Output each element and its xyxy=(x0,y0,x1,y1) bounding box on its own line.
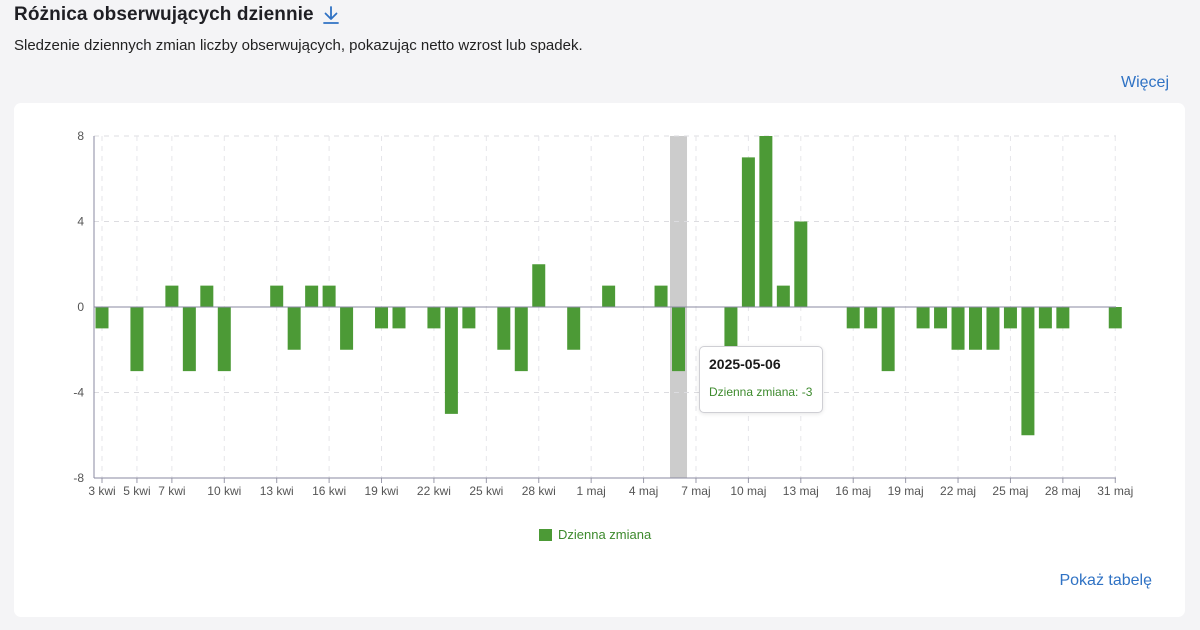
bar xyxy=(602,285,616,307)
bar xyxy=(462,307,476,329)
bar xyxy=(305,285,319,307)
bar xyxy=(444,307,458,414)
bar xyxy=(1021,307,1035,436)
bar xyxy=(724,307,738,350)
x-tick-label: 19 maj xyxy=(888,484,924,498)
bar xyxy=(270,285,284,307)
bar xyxy=(672,307,686,372)
x-tick-label: 10 maj xyxy=(730,484,766,498)
bar xyxy=(165,285,179,307)
bar xyxy=(427,307,441,329)
page-title: Różnica obserwujących dziennie xyxy=(14,4,314,25)
x-tick-label: 5 kwi xyxy=(123,484,150,498)
bar xyxy=(986,307,1000,350)
x-tick-label: 25 kwi xyxy=(469,484,503,498)
x-tick-label: 28 maj xyxy=(1045,484,1081,498)
bar xyxy=(1056,307,1070,329)
bar xyxy=(794,221,808,307)
bar xyxy=(567,307,581,350)
y-tick-label: 0 xyxy=(77,300,84,314)
bar xyxy=(532,264,546,307)
bar xyxy=(497,307,511,350)
bar xyxy=(95,307,109,329)
bar xyxy=(916,307,930,329)
bar xyxy=(287,307,301,350)
y-tick-label: 4 xyxy=(77,215,84,229)
y-tick-label: 8 xyxy=(77,129,84,143)
more-link[interactable]: Więcej xyxy=(1120,74,1169,91)
x-tick-label: 19 kwi xyxy=(365,484,399,498)
x-tick-label: 16 maj xyxy=(835,484,871,498)
bar xyxy=(864,307,878,329)
bar xyxy=(881,307,895,372)
bar xyxy=(1108,307,1122,329)
bar xyxy=(759,136,773,307)
bar xyxy=(1038,307,1052,329)
bar xyxy=(392,307,406,329)
bar xyxy=(340,307,354,350)
bar xyxy=(322,285,336,307)
x-tick-label: 4 maj xyxy=(629,484,658,498)
page-subtitle: Sledzenie dziennych zmian liczby obserwu… xyxy=(14,37,583,54)
bar xyxy=(375,307,389,329)
bar xyxy=(951,307,965,350)
chart-tooltip: 2025-05-06 Dzienna zmiana: -3 xyxy=(699,346,823,413)
bar xyxy=(217,307,231,372)
bar xyxy=(130,307,144,372)
x-tick-label: 28 kwi xyxy=(522,484,556,498)
x-tick-label: 7 maj xyxy=(681,484,710,498)
header: Różnica obserwujących dziennie xyxy=(14,2,340,28)
y-tick-label: -8 xyxy=(73,471,84,485)
x-tick-label: 16 kwi xyxy=(312,484,346,498)
show-table-link[interactable]: Pokaż tabelę xyxy=(1059,572,1152,589)
legend-swatch xyxy=(539,528,552,541)
x-tick-label: 13 maj xyxy=(783,484,819,498)
x-tick-label: 25 maj xyxy=(992,484,1028,498)
legend-label: Dzienna zmiana xyxy=(558,527,652,542)
x-tick-label: 3 kwi xyxy=(88,484,115,498)
bar xyxy=(741,157,755,307)
download-icon[interactable] xyxy=(322,5,340,25)
bar xyxy=(934,307,948,329)
bar xyxy=(200,285,214,307)
y-tick-label: -4 xyxy=(73,386,84,400)
x-tick-label: 7 kwi xyxy=(158,484,185,498)
x-tick-label: 10 kwi xyxy=(207,484,241,498)
x-tick-label: 1 maj xyxy=(576,484,605,498)
bar xyxy=(182,307,196,372)
tooltip-value: Dzienna zmiana: -3 xyxy=(709,385,813,399)
daily-change-chart: 8 4 0 -4 -8 3 kwi 5 kwi 7 kwi 10 kwi 13 kwi 16 kwi… xyxy=(73,129,1133,498)
bar xyxy=(969,307,983,350)
x-tick-label: 13 kwi xyxy=(260,484,294,498)
x-tick-label: 22 kwi xyxy=(417,484,451,498)
x-tick-label: 31 maj xyxy=(1097,484,1133,498)
bar xyxy=(776,285,790,307)
legend[interactable]: Dzienna zmiana xyxy=(539,527,651,542)
x-tick-label: 22 maj xyxy=(940,484,976,498)
chart-card: 8 4 0 -4 -8 3 kwi 5 kwi 7 kwi 10 kwi 13 kwi 16 kwi… xyxy=(14,103,1185,617)
bar xyxy=(1003,307,1017,329)
bar xyxy=(846,307,860,329)
bar xyxy=(514,307,528,372)
bar xyxy=(654,285,668,307)
tooltip-date: 2025-05-06 xyxy=(709,356,781,372)
